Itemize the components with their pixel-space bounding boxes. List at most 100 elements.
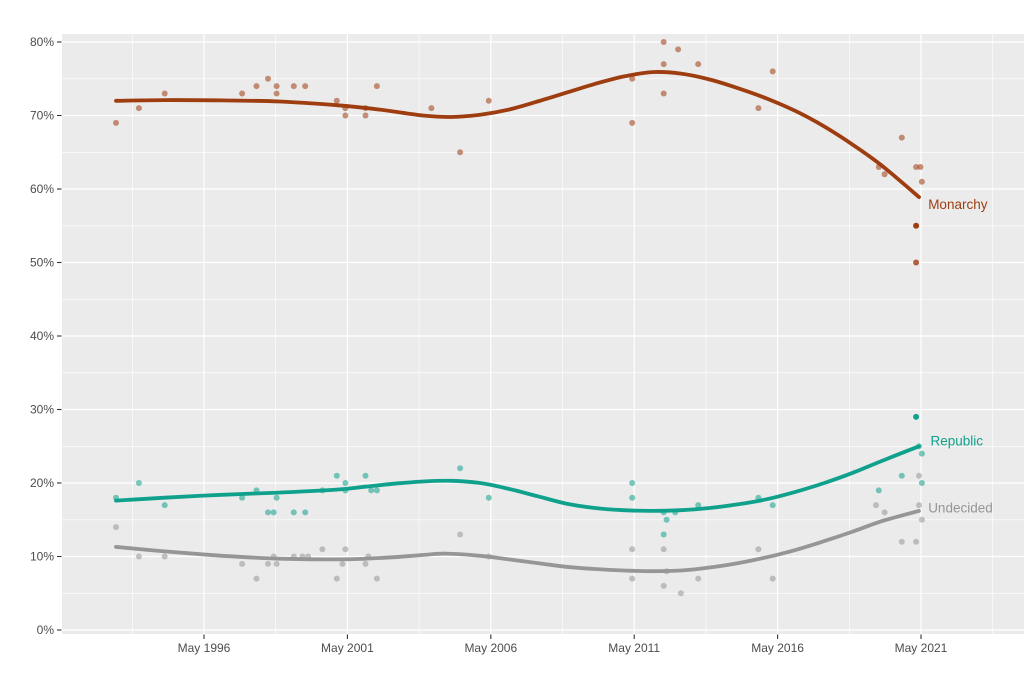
- monarchy-data-point: [675, 46, 682, 53]
- republic-data-point: [898, 472, 905, 479]
- monarchy-data-point: [918, 178, 925, 185]
- monarchy-data-point: [290, 83, 297, 90]
- monarchy-data-point: [161, 90, 168, 97]
- republic-series-label: Republic: [931, 433, 984, 448]
- undecided-data-point: [135, 553, 142, 560]
- republic-data-point: [769, 502, 776, 509]
- monarchy-data-point: [273, 83, 280, 90]
- undecided-data-point: [677, 590, 684, 597]
- undecided-data-point: [916, 502, 922, 509]
- republic-data-point: [270, 509, 277, 516]
- x-axis-tick-label: May 2001: [321, 641, 374, 655]
- republic-data-point: [663, 516, 670, 523]
- undecided-series-label: Undecided: [928, 500, 993, 515]
- monarchy-data-point: [769, 68, 776, 75]
- republic-data-point: [368, 487, 375, 494]
- republic-data-point: [273, 494, 280, 501]
- monarchy-data-point: [913, 222, 920, 229]
- republic-data-point: [695, 502, 702, 509]
- monarchy-data-point: [917, 164, 924, 170]
- monarchy-trend-line: [114, 70, 921, 199]
- undecided-data-point: [273, 560, 280, 567]
- monarchy-data-point: [485, 97, 492, 104]
- y-axis-tick-label: 80%: [30, 35, 54, 49]
- undecided-data-point: [755, 546, 762, 553]
- monarchy-data-point: [660, 90, 667, 97]
- y-axis-tick-label: 10%: [30, 550, 54, 564]
- undecided-data-point: [873, 502, 879, 509]
- undecided-data-point: [457, 531, 464, 538]
- undecided-data-point: [695, 575, 702, 582]
- undecided-data-point: [265, 560, 271, 567]
- monarchy-data-point: [302, 83, 309, 90]
- y-axis-tick-label: 30%: [30, 403, 54, 417]
- undecided-data-point: [918, 516, 925, 523]
- republic-data-point: [290, 509, 297, 516]
- undecided-data-point: [339, 560, 346, 567]
- undecided-data-point: [898, 538, 905, 545]
- monarchy-data-point: [373, 83, 380, 90]
- x-axis-tick-label: May 2016: [751, 641, 804, 655]
- x-axis-tick-label: May 1996: [178, 641, 231, 655]
- monarchy-data-point: [113, 119, 119, 126]
- undecided-data-point: [629, 575, 636, 582]
- monarchy-data-point: [660, 39, 667, 45]
- undecided-trend-line: [114, 509, 921, 574]
- monarchy-data-point: [457, 149, 464, 156]
- republic-data-point: [265, 509, 271, 516]
- undecided-data-point: [660, 582, 667, 589]
- republic-data-point: [362, 472, 369, 479]
- undecided-data-point: [333, 575, 340, 582]
- undecided-data-point: [342, 546, 349, 553]
- monarchy-data-point: [135, 105, 142, 112]
- monarchy-data-point: [273, 90, 280, 97]
- undecided-data-point: [253, 575, 260, 582]
- undecided-data-point: [881, 509, 888, 516]
- monarchy-data-point: [265, 75, 271, 82]
- undecided-data-point: [161, 553, 168, 560]
- undecided-data-point: [916, 472, 922, 479]
- undecided-data-point: [362, 560, 369, 567]
- republic-data-point: [629, 494, 636, 501]
- monarchy-data-point: [342, 112, 349, 119]
- monarchy-data-point: [428, 105, 435, 112]
- monarchy-data-point: [333, 97, 340, 104]
- republic-data-point: [913, 413, 920, 420]
- monarchy-data-point: [898, 134, 905, 141]
- undecided-data-point: [913, 538, 920, 545]
- undecided-data-point: [660, 546, 667, 553]
- y-axis-tick-label: 70%: [30, 109, 54, 123]
- republic-data-point: [660, 531, 667, 538]
- republic-data-point: [161, 502, 168, 509]
- republic-data-point: [875, 487, 882, 494]
- republic-data-point: [918, 450, 925, 457]
- undecided-data-point: [629, 546, 636, 553]
- republic-data-point: [918, 480, 925, 486]
- undecided-data-point: [373, 575, 380, 582]
- y-axis-tick-label: 20%: [30, 476, 54, 490]
- monarchy-data-point: [695, 61, 702, 68]
- republic-trend-line: [114, 444, 921, 513]
- x-axis-tick-label: May 2011: [608, 641, 660, 655]
- republic-data-point: [373, 487, 380, 494]
- monarchy-data-point: [253, 83, 260, 90]
- republic-data-point: [457, 465, 464, 472]
- y-axis-tick-label: 50%: [30, 256, 54, 270]
- republic-data-point: [135, 480, 142, 486]
- monarchy-data-point: [913, 164, 920, 170]
- y-axis-tick-label: 40%: [30, 329, 54, 343]
- republic-data-point: [342, 480, 349, 486]
- undecided-data-point: [319, 546, 326, 553]
- monarchy-series-label: Monarchy: [928, 197, 988, 212]
- undecided-data-point: [239, 560, 246, 567]
- undecided-data-point: [113, 524, 119, 531]
- monarchy-data-point: [629, 75, 636, 82]
- monarchy-data-point: [629, 119, 636, 126]
- monarchy-data-point: [755, 105, 762, 112]
- x-axis-tick-label: May 2006: [464, 641, 517, 655]
- y-axis-tick-label: 0%: [37, 623, 55, 637]
- republic-data-point: [333, 472, 340, 479]
- monarchy-data-point: [660, 61, 667, 68]
